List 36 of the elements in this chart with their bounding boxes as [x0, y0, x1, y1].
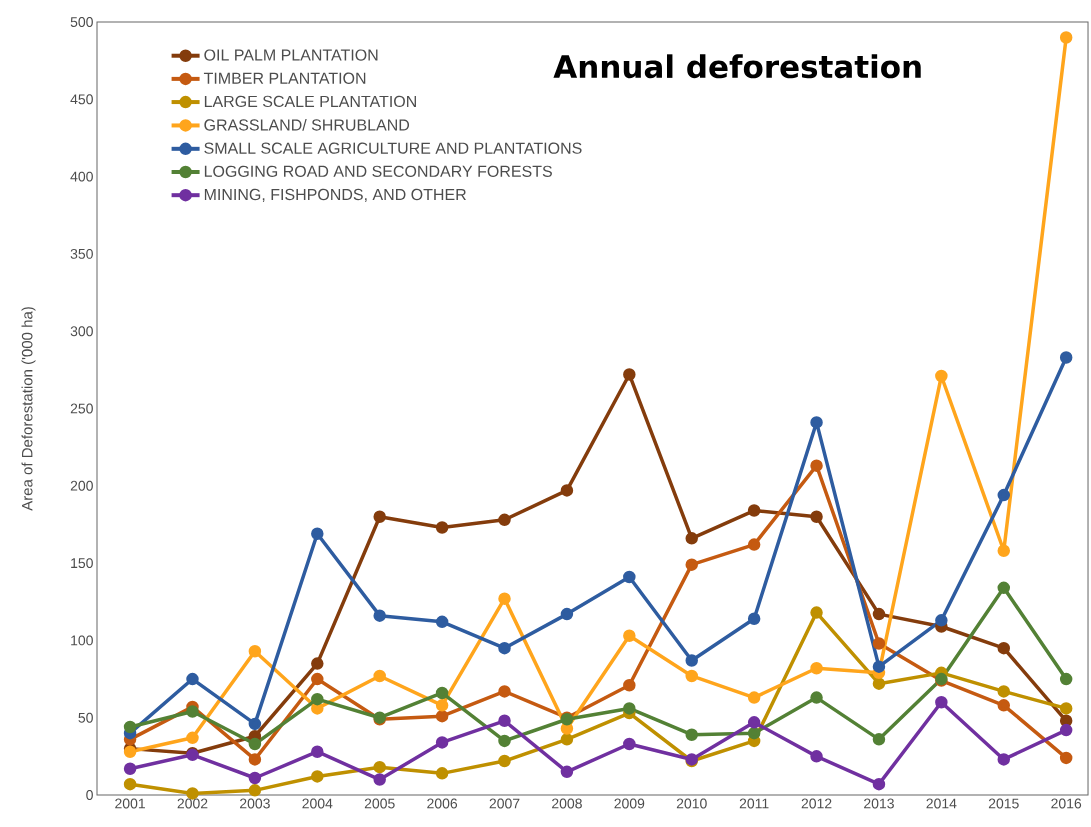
y-tick-label: 350: [70, 248, 93, 259]
x-tick-label: 2006: [427, 798, 458, 809]
x-tick-label: 2013: [864, 798, 894, 809]
x-tick-label: 2001: [115, 798, 145, 809]
y-tick-label: 200: [70, 480, 93, 491]
legend-label: SMALL SCALE AGRICULTURE AND PLANTATIONS: [204, 142, 582, 154]
x-tick-label: 2012: [801, 798, 832, 809]
x-tick-label: 2005: [364, 798, 395, 809]
y-tick-label: 400: [70, 171, 93, 182]
x-tick-label: 2007: [489, 798, 520, 809]
x-tick-label: 2015: [988, 798, 1019, 809]
y-tick-label: 50: [78, 712, 93, 723]
x-tick-label: 2010: [676, 798, 707, 809]
x-tick-label: 2004: [302, 798, 333, 809]
x-tick-label: 2003: [240, 798, 270, 809]
legend-label: MINING, FISHPONDS, AND OTHER: [204, 188, 466, 203]
text: Annual deforestation: [553, 54, 921, 79]
legend-label: LOGGING ROAD AND SECONDARY FORESTS: [204, 165, 552, 177]
legend-label: GRASSLAND/ SHRUBLAND: [204, 118, 410, 131]
y-tick-label: 300: [70, 326, 93, 337]
x-tick-label: 2014: [926, 798, 957, 809]
legend-label: OIL PALM PLANTATION: [204, 49, 378, 61]
y-tick-label: 500: [70, 17, 93, 27]
legend-label: TIMBER PLANTATION: [203, 72, 366, 84]
x-tick-label: 2016: [1051, 798, 1082, 809]
y-tick-label: 450: [70, 94, 93, 105]
x-tick-label: 2008: [552, 798, 582, 809]
y-tick-label: 150: [71, 558, 93, 569]
legend-label: LARGE SCALE PLANTATION: [204, 95, 416, 108]
y-tick-label: 250: [70, 403, 93, 414]
y-axis-title: Area of Deforestation ('000 ha): [21, 307, 36, 511]
y-tick-label: 0: [86, 790, 93, 800]
x-tick-label: 2002: [177, 798, 208, 809]
x-tick-label: 2011: [739, 798, 769, 809]
x-tick-label: 2009: [614, 798, 645, 809]
y-tick-label: 100: [71, 635, 93, 646]
